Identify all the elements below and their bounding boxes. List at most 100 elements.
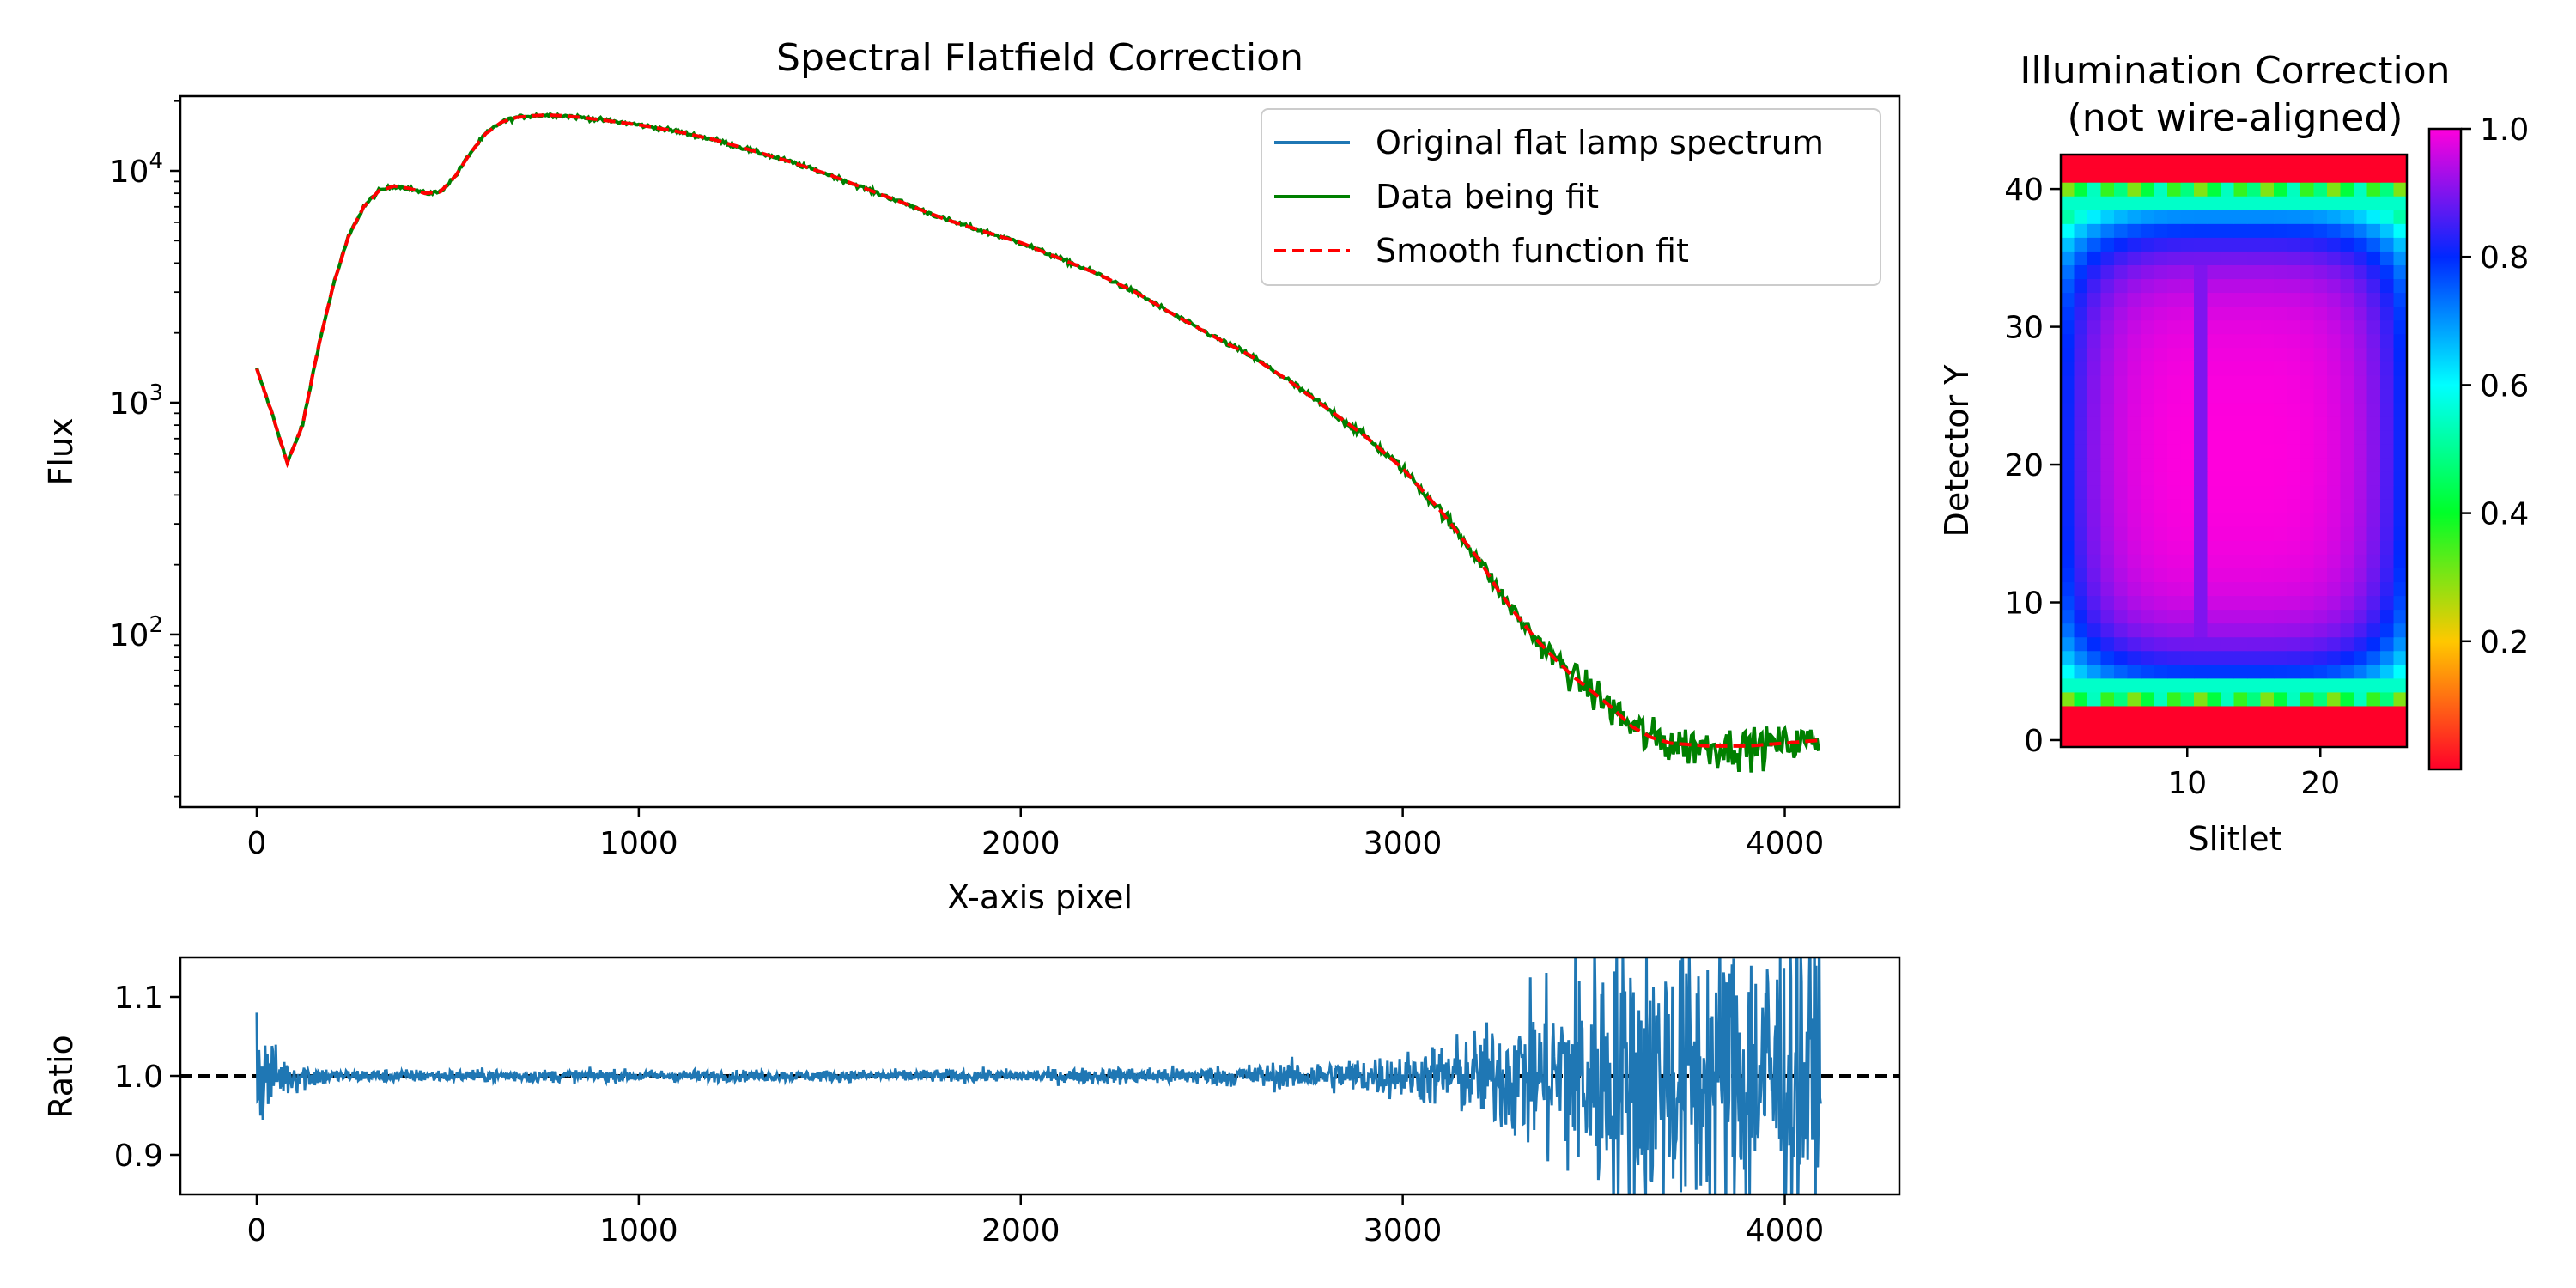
heatmap-cell	[2313, 471, 2328, 486]
heatmap-cell	[2087, 264, 2102, 280]
heatmap-cell	[2167, 155, 2182, 169]
heatmap-cell	[2300, 264, 2315, 280]
heatmap-cell	[2167, 581, 2182, 597]
heatmap-cell	[2074, 485, 2088, 500]
heatmap-cell	[2274, 388, 2288, 404]
heatmap-cell	[2247, 361, 2262, 376]
heatmap-cell	[2274, 443, 2288, 459]
heatmap-cell	[2221, 623, 2235, 638]
heatmap-cell	[2141, 554, 2155, 568]
heatmap-cell	[2313, 443, 2328, 459]
heatmap-cell	[2194, 402, 2208, 417]
heatmap-cell	[2274, 458, 2288, 472]
heatmap-cell	[2393, 568, 2408, 583]
heatmap-cell	[2380, 513, 2395, 527]
heatmap-cell	[2366, 458, 2381, 472]
heatmap-cell	[2366, 513, 2381, 527]
heatmap-cell	[2221, 595, 2235, 611]
heatmap-cell	[2274, 361, 2288, 376]
heatmap-cell	[2180, 210, 2195, 224]
heatmap-cell	[2074, 623, 2088, 638]
heatmap-cell	[2061, 581, 2075, 597]
heatmap-cell	[2260, 609, 2275, 624]
heatmap-cell	[2154, 292, 2168, 307]
heatmap-cell	[2167, 388, 2182, 404]
heatmap-cell	[2313, 333, 2328, 349]
heatmap-cell	[2233, 568, 2248, 583]
heatmap-cell	[2141, 677, 2155, 693]
heatmap-cell	[2100, 402, 2115, 417]
heatmap-cell	[2141, 499, 2155, 513]
heatmap-cell	[2380, 237, 2395, 252]
heatmap-cell	[2354, 719, 2368, 734]
heatmap-cell	[2154, 347, 2168, 362]
heatmap-cell	[2366, 719, 2381, 734]
heatmap-cell	[2260, 691, 2275, 707]
heatmap-cell	[2127, 732, 2142, 748]
heatmap-cell	[2127, 155, 2142, 169]
heatmap-cell	[2194, 568, 2208, 583]
heatmap-cell	[2354, 182, 2368, 197]
heatmap-cell	[2287, 443, 2301, 459]
heatmap-cell	[2127, 416, 2142, 431]
heatmap-cell	[2393, 278, 2408, 294]
heatmap-cell	[2393, 429, 2408, 445]
heatmap-cell	[2274, 402, 2288, 417]
heatmap-cell	[2087, 664, 2102, 679]
heatmap-cell	[2287, 568, 2301, 583]
heatmap-cell	[2287, 416, 2301, 431]
heatmap-cell	[2207, 306, 2221, 321]
heatmap-cell	[2313, 458, 2328, 472]
heatmap-cell	[2207, 581, 2221, 597]
heatmap-cell	[2141, 319, 2155, 335]
heatmap-cell	[2327, 677, 2342, 693]
heatmap-cell	[2354, 568, 2368, 583]
heatmap-cell	[2260, 278, 2275, 294]
heatmap-cell	[2180, 609, 2195, 624]
heatmap-cell	[2274, 251, 2288, 265]
heatmap-cell	[2074, 526, 2088, 541]
heatmap-cell	[2393, 732, 2408, 748]
heatmap-cell	[2247, 677, 2262, 693]
heatmap-cell	[2354, 347, 2368, 362]
heatmap-cell	[2233, 333, 2248, 349]
heatmap-cell	[2287, 333, 2301, 349]
heatmap-cell	[2274, 623, 2288, 638]
heatmap-cell	[2221, 513, 2235, 527]
heatmap-cell	[2087, 581, 2102, 597]
heatmap-cell	[2087, 554, 2102, 568]
heatmap-cell	[2366, 347, 2381, 362]
heatmap-cell	[2114, 526, 2129, 541]
y-tick-label: 0	[2024, 724, 2044, 759]
heatmap-cell	[2366, 471, 2381, 486]
heatmap-cell	[2300, 664, 2315, 679]
heatmap-cell	[2180, 732, 2195, 748]
heatmap-cell	[2380, 429, 2395, 445]
heatmap-cell	[2221, 554, 2235, 568]
heatmap-cell	[2127, 182, 2142, 197]
heatmap-cell	[2180, 361, 2195, 376]
heatmap-cell	[2114, 168, 2129, 183]
heatmap-cell	[2274, 595, 2288, 611]
heatmap-cell	[2393, 554, 2408, 568]
spectrum-panel: Spectral Flatfield Correction 0 1000 2000 3…	[42, 36, 1901, 916]
heatmap-cell	[2354, 664, 2368, 679]
heatmap-cell	[2300, 636, 2315, 652]
heatmap-cell	[2300, 623, 2315, 638]
heatmap-cell	[2287, 210, 2301, 224]
heatmap-cell	[2114, 623, 2129, 638]
heatmap-cell	[2287, 182, 2301, 197]
heatmap-cell	[2180, 581, 2195, 597]
heatmap-cell	[2327, 540, 2342, 555]
heatmap-cell	[2141, 374, 2155, 390]
heatmap-cell	[2127, 278, 2142, 294]
heatmap-cell	[2366, 609, 2381, 624]
heatmap-cell	[2260, 526, 2275, 541]
heatmap-cell	[2141, 581, 2155, 597]
heatmap-cell	[2327, 568, 2342, 583]
heatmap-cell	[2313, 292, 2328, 307]
heatmap-cell	[2287, 458, 2301, 472]
heatmap-cell	[2154, 471, 2168, 486]
heatmap-cell	[2061, 471, 2075, 486]
ratio-y-axis-label: Ratio	[42, 1035, 80, 1119]
